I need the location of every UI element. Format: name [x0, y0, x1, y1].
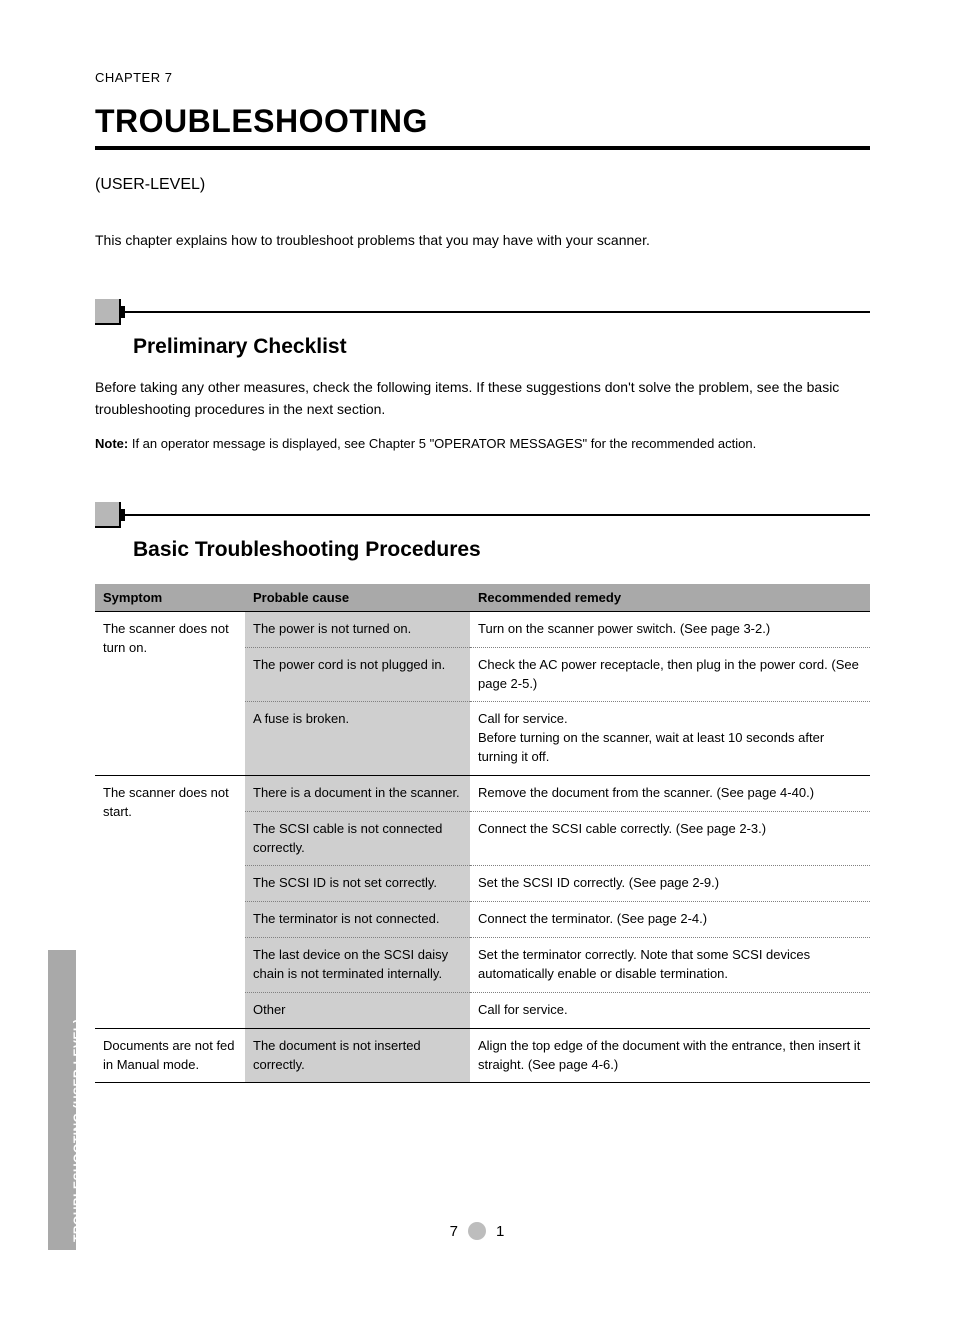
table-row: The scanner does not start.There is a do…	[95, 775, 870, 811]
cell-remedy: Align the top edge of the document with …	[470, 1028, 870, 1083]
section-marker-icon	[95, 299, 121, 325]
section-header-rule	[123, 514, 870, 516]
table-header-row: Symptom Probable cause Recommended remed…	[95, 584, 870, 612]
section-marker-icon	[95, 502, 121, 528]
page-footer: 7 1	[0, 1222, 954, 1240]
col-symptom: Symptom	[95, 584, 245, 612]
cell-symptom: The scanner does not start.	[95, 775, 245, 1028]
cell-remedy: Call for service.	[470, 992, 870, 1028]
col-remedy: Recommended remedy	[470, 584, 870, 612]
section-basic-troubleshooting: Basic Troubleshooting Procedures Symptom…	[95, 502, 870, 1084]
col-cause: Probable cause	[245, 584, 470, 612]
note-body: If an operator message is displayed, see…	[132, 436, 756, 451]
cell-remedy: Turn on the scanner power switch. (See p…	[470, 611, 870, 647]
chapter-label: CHAPTER 7	[95, 70, 870, 85]
cell-cause: The last device on the SCSI daisy chain …	[245, 938, 470, 993]
cell-cause: The power cord is not plugged in.	[245, 647, 470, 702]
cell-cause: Other	[245, 992, 470, 1028]
cell-cause: A fuse is broken.	[245, 702, 470, 776]
footer-separator-icon	[468, 1222, 486, 1240]
cell-cause: The power is not turned on.	[245, 611, 470, 647]
table-row: Documents are not fed in Manual mode.The…	[95, 1028, 870, 1083]
cell-remedy: Connect the SCSI cable correctly. (See p…	[470, 811, 870, 866]
chapter-title: TROUBLESHOOTING	[95, 103, 870, 140]
section-header	[95, 299, 870, 325]
chapter-subtitle: (USER-LEVEL)	[95, 176, 870, 194]
cell-symptom: Documents are not fed in Manual mode.	[95, 1028, 245, 1083]
cell-cause: The document is not inserted correctly.	[245, 1028, 470, 1083]
section-preliminary: Preliminary Checklist Before taking any …	[95, 299, 870, 454]
cell-cause: The SCSI ID is not set correctly.	[245, 866, 470, 902]
cell-remedy: Call for service. Before turning on the …	[470, 702, 870, 776]
title-rule	[95, 146, 870, 150]
cell-symptom: The scanner does not turn on.	[95, 611, 245, 775]
section-note: Note: If an operator message is displaye…	[95, 434, 870, 454]
cell-remedy: Remove the document from the scanner. (S…	[470, 775, 870, 811]
section-title: Basic Troubleshooting Procedures	[133, 538, 870, 562]
side-tab-label: TROUBLESHOOTING (USER-LEVEL)	[71, 952, 85, 1242]
cell-cause: The SCSI cable is not connected correctl…	[245, 811, 470, 866]
page-number-left: 7	[450, 1223, 458, 1240]
cell-remedy: Set the terminator correctly. Note that …	[470, 938, 870, 993]
cell-remedy: Set the SCSI ID correctly. (See page 2-9…	[470, 866, 870, 902]
section-header	[95, 502, 870, 528]
side-tab: TROUBLESHOOTING (USER-LEVEL)	[48, 950, 76, 1250]
troubleshooting-table: Symptom Probable cause Recommended remed…	[95, 584, 870, 1084]
section-body: Before taking any other measures, check …	[95, 377, 870, 420]
section-title: Preliminary Checklist	[133, 335, 870, 359]
cell-cause: There is a document in the scanner.	[245, 775, 470, 811]
cell-cause: The terminator is not connected.	[245, 902, 470, 938]
page-content: CHAPTER 7 TROUBLESHOOTING (USER-LEVEL) T…	[95, 70, 870, 1083]
note-label: Note:	[95, 436, 128, 451]
section-header-rule	[123, 311, 870, 313]
cell-remedy: Connect the terminator. (See page 2-4.)	[470, 902, 870, 938]
cell-remedy: Check the AC power receptacle, then plug…	[470, 647, 870, 702]
page-number-right: 1	[496, 1223, 504, 1240]
table-row: The scanner does not turn on.The power i…	[95, 611, 870, 647]
intro-paragraph: This chapter explains how to troubleshoo…	[95, 230, 870, 251]
